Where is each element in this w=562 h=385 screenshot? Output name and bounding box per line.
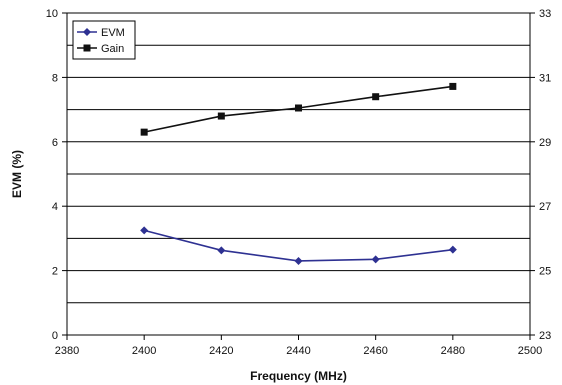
legend: EVM Gain xyxy=(72,20,136,60)
y2-tick-label: 33 xyxy=(539,8,551,20)
data-point-evm xyxy=(217,246,226,255)
legend-label-evm: EVM xyxy=(101,27,125,39)
data-point-evm xyxy=(448,245,457,254)
series-line-evm xyxy=(143,229,453,262)
axis-ticks: 0 2 4 6 8 10 23 25 27 29 31 33 2380 2400 2420 2440 2460 2… xyxy=(46,8,552,357)
legend-item-evm: EVM xyxy=(77,27,125,39)
data-point-gain xyxy=(217,112,225,120)
x-axis-title: Frequency (MHz) xyxy=(250,369,347,383)
legend-box xyxy=(72,20,136,60)
legend-marker-gain xyxy=(83,44,91,52)
y2-tick-label: 29 xyxy=(539,137,551,149)
data-point-gain xyxy=(140,128,148,136)
data-point-evm xyxy=(371,255,380,264)
y2-tick-label: 31 xyxy=(539,72,551,84)
x-tick-label: 2500 xyxy=(518,345,542,357)
x-tick-label: 2480 xyxy=(441,345,465,357)
grid-lines xyxy=(67,44,530,304)
data-point-evm xyxy=(294,256,303,265)
data-point-gain xyxy=(372,93,380,101)
x-tick-label: 2440 xyxy=(286,345,310,357)
y-tick-label: 6 xyxy=(52,137,58,149)
series-evm xyxy=(140,226,457,265)
y-tick-label: 0 xyxy=(52,330,58,342)
y2-tick-label: 23 xyxy=(539,330,551,342)
y-tick-label: 2 xyxy=(52,266,58,278)
data-point-gain xyxy=(449,82,457,90)
x-tick-label: 2460 xyxy=(363,345,387,357)
y2-tick-label: 25 xyxy=(539,266,551,278)
legend-marker-evm xyxy=(83,28,91,36)
x-tick-label: 2400 xyxy=(132,345,156,357)
legend-label-gain: Gain xyxy=(101,43,124,55)
data-point-gain xyxy=(295,104,302,112)
data-point-evm xyxy=(140,226,149,235)
x-tick-label: 2380 xyxy=(55,345,79,357)
y-tick-label: 10 xyxy=(46,8,58,20)
y2-tick-label: 27 xyxy=(539,201,551,213)
legend-item-gain: Gain xyxy=(77,43,124,55)
series-layer xyxy=(140,82,457,265)
y-tick-label: 4 xyxy=(52,201,58,213)
legend-items: EVM Gain xyxy=(77,27,125,55)
series-gain xyxy=(140,82,457,136)
x-tick-label: 2420 xyxy=(209,345,233,357)
y-axis-title: EVM (%) xyxy=(10,150,24,198)
y-tick-label: 8 xyxy=(52,72,58,84)
